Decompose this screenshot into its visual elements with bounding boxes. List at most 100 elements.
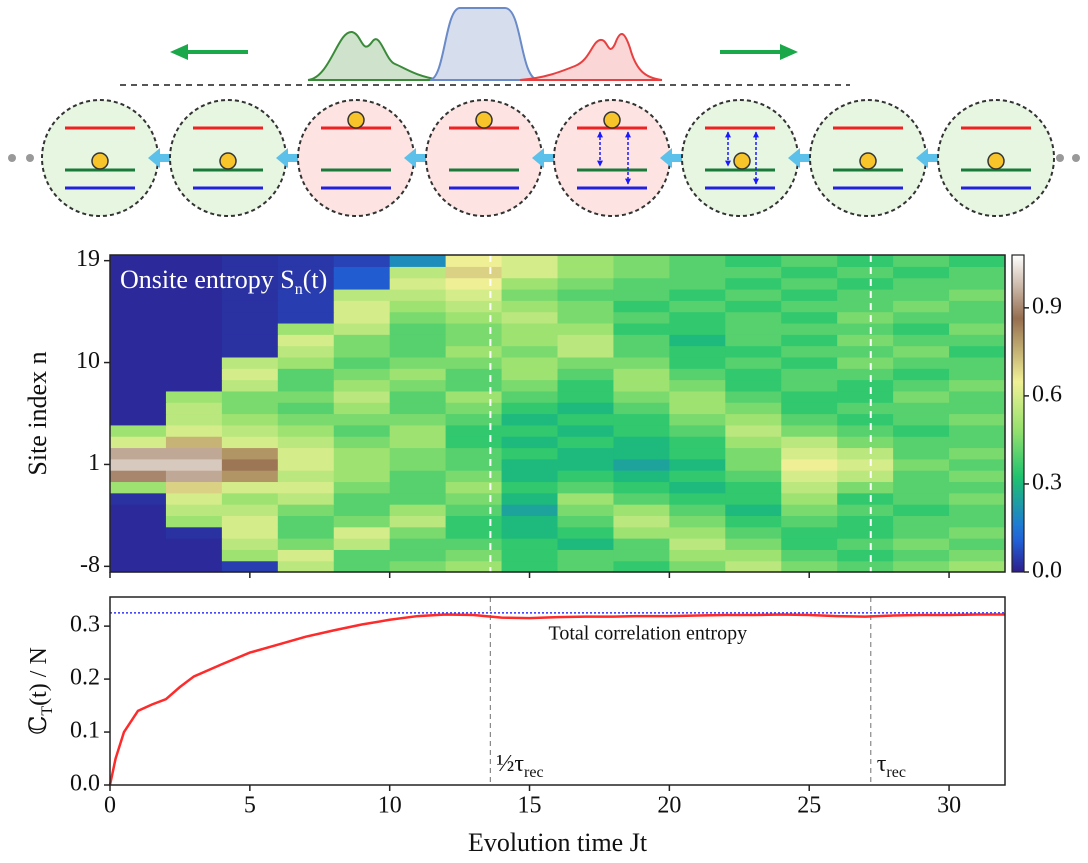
heat-cell (949, 492, 1006, 505)
heat-cell (949, 458, 1006, 471)
heat-cell (557, 255, 615, 267)
heat-cell (333, 560, 391, 573)
heat-cell (501, 368, 559, 381)
heat-cell (445, 356, 503, 369)
heat-cell (110, 300, 167, 313)
heat-cell (837, 481, 894, 494)
y-tick-label: 19 (76, 246, 100, 272)
ellipsis (1072, 154, 1080, 162)
heat-cell (445, 277, 503, 290)
heat-cell (277, 424, 335, 437)
heat-cell (893, 515, 950, 528)
annotation-main: Onsite entropy S (120, 265, 295, 294)
heat-cell (110, 447, 167, 460)
heat-cell (781, 424, 838, 437)
heat-cell (781, 368, 838, 381)
heat-cell (557, 322, 615, 335)
heat-cell (333, 368, 391, 381)
heat-cell (221, 356, 279, 369)
heat-cell (613, 526, 670, 539)
heat-cell (837, 492, 894, 505)
heat-cell (669, 277, 726, 290)
heat-cell (110, 288, 167, 301)
heat-cell (613, 424, 670, 437)
series-label: Total correlation entropy (549, 622, 748, 644)
heat-cell (669, 368, 726, 381)
heat-cell (781, 413, 838, 426)
heat-cell (333, 334, 391, 347)
particle (91, 152, 109, 170)
heat-cell (557, 492, 615, 505)
heat-cell (501, 560, 559, 573)
heat-cell (501, 390, 559, 403)
heat-cell (110, 368, 167, 381)
heat-cell (221, 549, 279, 562)
heat-cell (445, 379, 503, 392)
y-axis-title: Site index n (23, 351, 52, 475)
heat-cell (557, 458, 615, 471)
heat-cell (837, 560, 894, 573)
heat-cell (781, 288, 838, 301)
heat-cell (501, 334, 559, 347)
heat-cell (557, 311, 615, 324)
heat-cell (613, 470, 670, 483)
heat-cell (725, 322, 782, 335)
heat-cell (837, 402, 894, 415)
heat-cell (781, 334, 838, 347)
heat-cell (221, 368, 279, 381)
heat-cell (893, 447, 950, 460)
heat-cell (277, 538, 335, 550)
heat-cell (110, 379, 167, 392)
heat-cell (893, 424, 950, 437)
heat-cell (837, 504, 894, 516)
heat-cell (110, 492, 167, 505)
heat-cell (725, 504, 782, 516)
heat-cell (277, 413, 335, 426)
heat-cell (557, 560, 615, 573)
heat-cell (389, 345, 447, 358)
heat-cell (725, 526, 782, 539)
heat-cell (221, 390, 279, 403)
schematic (8, 7, 1080, 217)
heat-cell (221, 322, 279, 335)
heat-cell (501, 345, 559, 358)
blue-packet (429, 7, 539, 81)
heat-cell (781, 266, 838, 279)
heat-cell (669, 538, 726, 550)
heat-cell (725, 334, 782, 347)
heat-cell (165, 492, 223, 505)
heat-cell (501, 379, 559, 392)
heat-cell (110, 345, 167, 358)
heat-cell (389, 277, 447, 290)
heat-cell (557, 515, 615, 528)
heat-cell (165, 560, 223, 573)
heat-cell (669, 492, 726, 505)
heat-cell (893, 492, 950, 505)
heat-cell (613, 436, 670, 449)
heat-cell (949, 526, 1006, 539)
heat-cell (221, 379, 279, 392)
heat-cell (501, 526, 559, 539)
heat-cell (501, 266, 559, 279)
heat-cell (445, 549, 503, 562)
heat-cell (165, 436, 223, 449)
heat-cell (221, 413, 279, 426)
particle (603, 111, 621, 129)
heat-cell (389, 334, 447, 347)
heat-cell (781, 560, 838, 573)
heat-cell (893, 345, 950, 358)
heat-cell (501, 277, 559, 290)
heat-cell (725, 458, 782, 471)
x-tick-label: 15 (518, 793, 542, 819)
heat-cell (669, 300, 726, 313)
heat-cell (725, 481, 782, 494)
heat-cell (221, 526, 279, 539)
heat-cell (165, 345, 223, 358)
heat-cell (501, 492, 559, 505)
heat-cell (557, 300, 615, 313)
heat-cell (837, 266, 894, 279)
heat-cell (110, 334, 167, 347)
heat-cell (445, 334, 503, 347)
heat-cell (333, 379, 391, 392)
heat-cell (165, 413, 223, 426)
